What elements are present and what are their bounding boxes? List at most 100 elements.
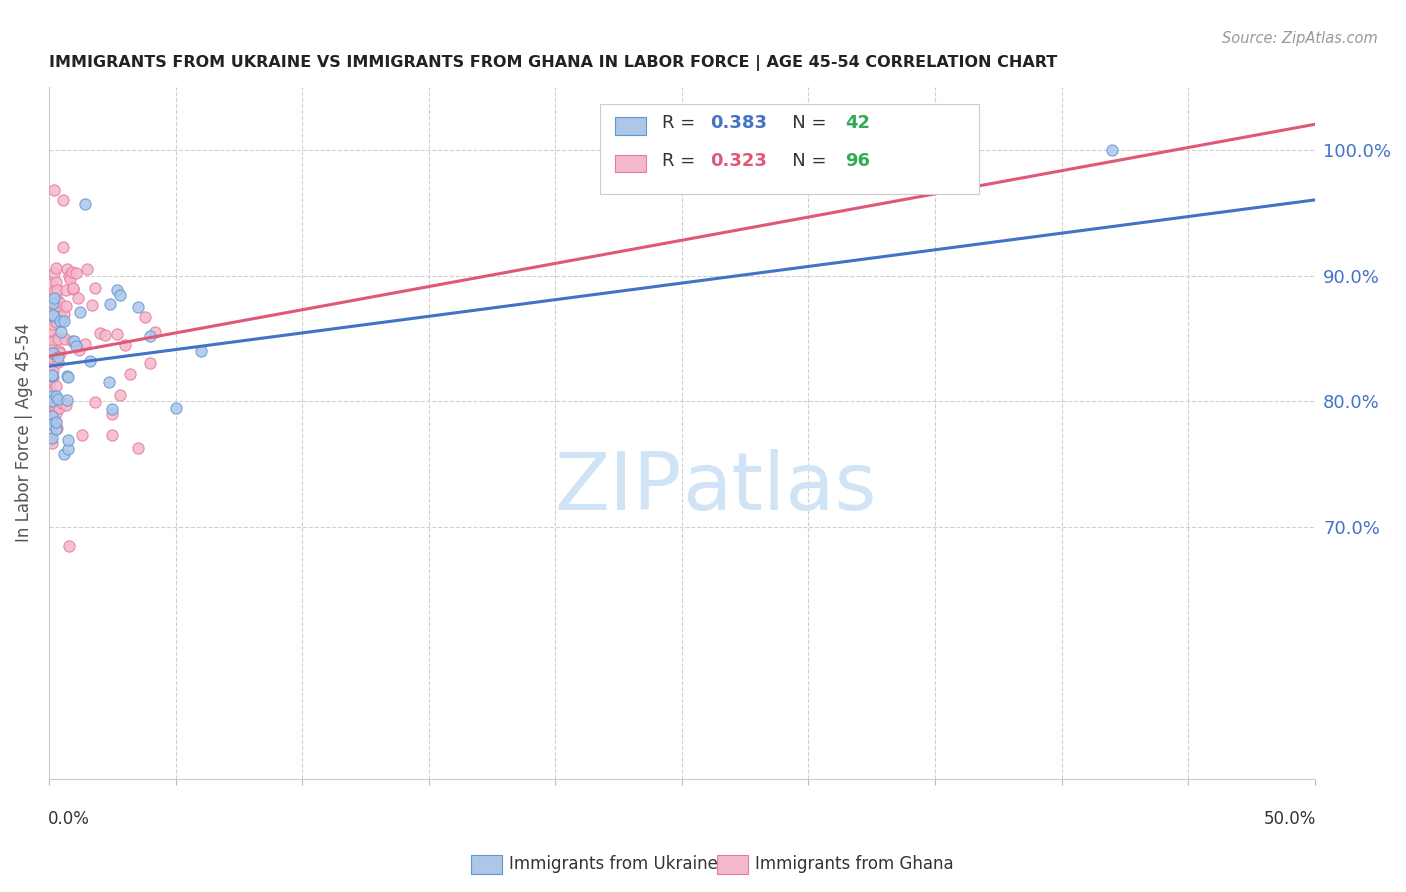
FancyBboxPatch shape xyxy=(614,155,647,172)
Point xyxy=(56,433,79,447)
Point xyxy=(143,325,166,339)
Text: 0.323: 0.323 xyxy=(710,152,766,169)
Point xyxy=(41,301,63,316)
Point xyxy=(62,282,84,296)
Point xyxy=(39,359,62,373)
Point xyxy=(39,372,62,386)
Point xyxy=(45,422,67,436)
Point xyxy=(65,339,87,353)
FancyBboxPatch shape xyxy=(599,103,979,194)
Y-axis label: In Labor Force | Age 45-54: In Labor Force | Age 45-54 xyxy=(15,324,32,542)
Point xyxy=(127,300,149,314)
Point xyxy=(52,240,75,254)
Point xyxy=(41,340,63,354)
Point xyxy=(45,291,67,305)
Point xyxy=(45,416,67,430)
Point xyxy=(134,310,156,324)
Point xyxy=(60,334,83,349)
Point xyxy=(45,314,67,328)
Point xyxy=(48,392,70,406)
Point xyxy=(69,305,91,319)
Point xyxy=(48,401,70,415)
Point xyxy=(42,308,65,322)
Point xyxy=(41,417,63,431)
Point xyxy=(41,368,63,383)
Text: IMMIGRANTS FROM UKRAINE VS IMMIGRANTS FROM GHANA IN LABOR FORCE | AGE 45-54 CORR: IMMIGRANTS FROM UKRAINE VS IMMIGRANTS FR… xyxy=(49,55,1057,71)
Point xyxy=(39,407,62,421)
Point xyxy=(66,291,89,305)
Point xyxy=(45,406,67,420)
Point xyxy=(39,277,62,291)
Point xyxy=(42,363,65,377)
Point xyxy=(41,431,63,445)
Point xyxy=(39,407,62,421)
Point xyxy=(42,296,65,310)
Point xyxy=(45,389,67,403)
Point xyxy=(93,328,115,343)
Point xyxy=(48,344,70,359)
Text: 0.383: 0.383 xyxy=(710,114,766,132)
Point xyxy=(98,375,121,389)
Point xyxy=(45,303,67,318)
Point xyxy=(41,343,63,357)
Point xyxy=(49,314,72,328)
Point xyxy=(59,271,82,285)
Text: ZIP: ZIP xyxy=(554,450,682,527)
Point xyxy=(83,394,105,409)
Text: R =: R = xyxy=(662,114,700,132)
Point xyxy=(190,343,212,358)
Point xyxy=(39,330,62,344)
Point xyxy=(45,422,67,436)
Point xyxy=(48,310,70,324)
Point xyxy=(55,399,77,413)
Point xyxy=(101,401,124,416)
Point xyxy=(56,392,79,407)
Text: Immigrants from Ukraine: Immigrants from Ukraine xyxy=(509,855,718,873)
Point xyxy=(42,293,65,308)
Point xyxy=(42,291,65,305)
Point xyxy=(127,441,149,455)
Point xyxy=(58,268,80,283)
Point xyxy=(42,395,65,409)
Point xyxy=(45,379,67,393)
Point xyxy=(65,266,87,280)
Point xyxy=(39,311,62,326)
Point xyxy=(41,394,63,409)
Point xyxy=(67,343,90,357)
Point xyxy=(45,421,67,435)
Point xyxy=(108,288,131,302)
Point xyxy=(41,334,63,349)
Point xyxy=(1101,143,1123,157)
Point xyxy=(41,346,63,360)
Point xyxy=(51,325,73,339)
Point xyxy=(42,370,65,384)
Text: 0.0%: 0.0% xyxy=(48,810,90,829)
FancyBboxPatch shape xyxy=(614,118,647,135)
Point xyxy=(139,356,162,370)
Point xyxy=(46,351,69,365)
Point xyxy=(56,369,79,384)
Point xyxy=(165,401,187,416)
Point xyxy=(41,368,63,382)
Point xyxy=(45,315,67,329)
Point xyxy=(39,376,62,391)
Point xyxy=(75,197,97,211)
Text: 50.0%: 50.0% xyxy=(1264,810,1316,829)
Point xyxy=(44,417,66,431)
Point xyxy=(48,294,70,309)
Text: atlas: atlas xyxy=(682,450,876,527)
Point xyxy=(39,385,62,400)
Point xyxy=(58,539,80,553)
Point xyxy=(51,395,73,409)
Point xyxy=(39,323,62,337)
Point xyxy=(46,332,69,346)
Point xyxy=(52,307,75,321)
Text: Source: ZipAtlas.com: Source: ZipAtlas.com xyxy=(1222,31,1378,46)
Point xyxy=(44,266,66,280)
Point xyxy=(105,326,128,341)
Text: 42: 42 xyxy=(845,114,870,132)
Point xyxy=(44,403,66,417)
Point xyxy=(101,407,124,421)
Point xyxy=(42,346,65,360)
Point xyxy=(45,275,67,289)
